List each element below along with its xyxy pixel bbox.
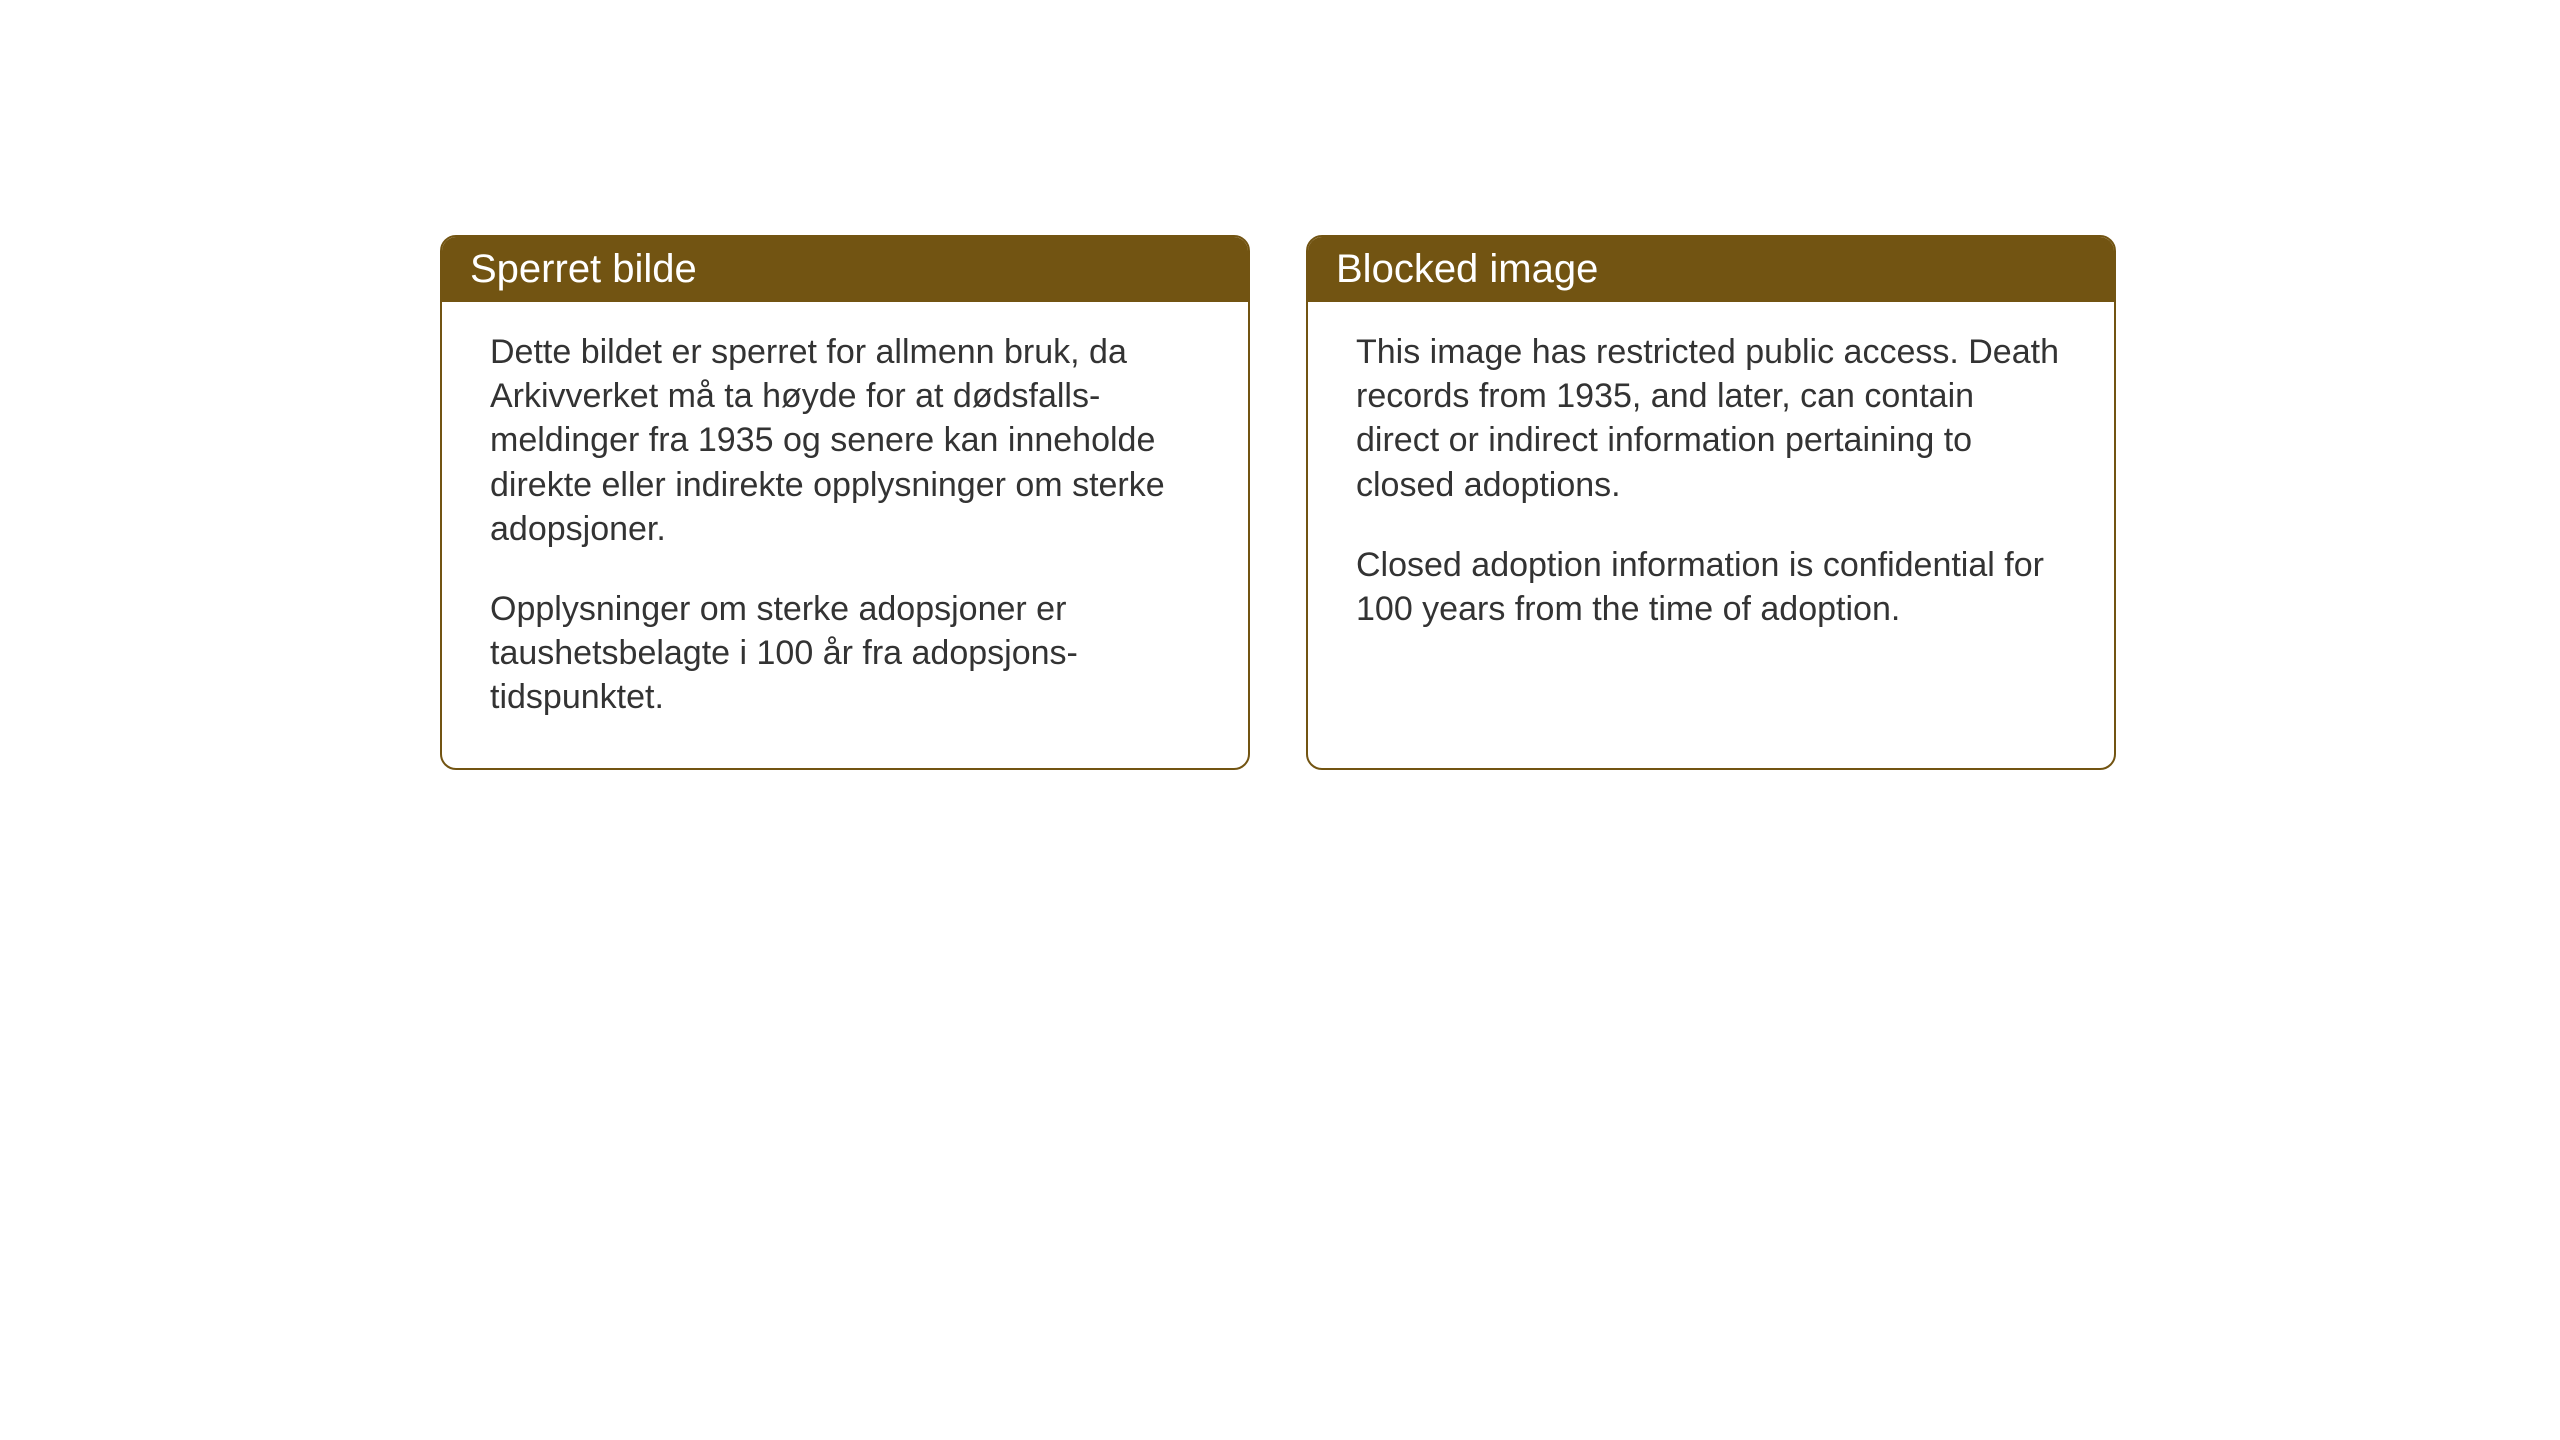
english-card: Blocked image This image has restricted …	[1306, 235, 2116, 770]
norwegian-card-title: Sperret bilde	[442, 237, 1248, 302]
english-paragraph-1: This image has restricted public access.…	[1356, 330, 2066, 507]
norwegian-card-body: Dette bildet er sperret for allmenn bruk…	[442, 302, 1248, 768]
english-paragraph-2: Closed adoption information is confident…	[1356, 543, 2066, 631]
english-card-body: This image has restricted public access.…	[1308, 302, 2114, 679]
cards-container: Sperret bilde Dette bildet er sperret fo…	[440, 235, 2116, 770]
norwegian-card: Sperret bilde Dette bildet er sperret fo…	[440, 235, 1250, 770]
english-card-title: Blocked image	[1308, 237, 2114, 302]
norwegian-paragraph-1: Dette bildet er sperret for allmenn bruk…	[490, 330, 1200, 551]
norwegian-paragraph-2: Opplysninger om sterke adopsjoner er tau…	[490, 587, 1200, 720]
